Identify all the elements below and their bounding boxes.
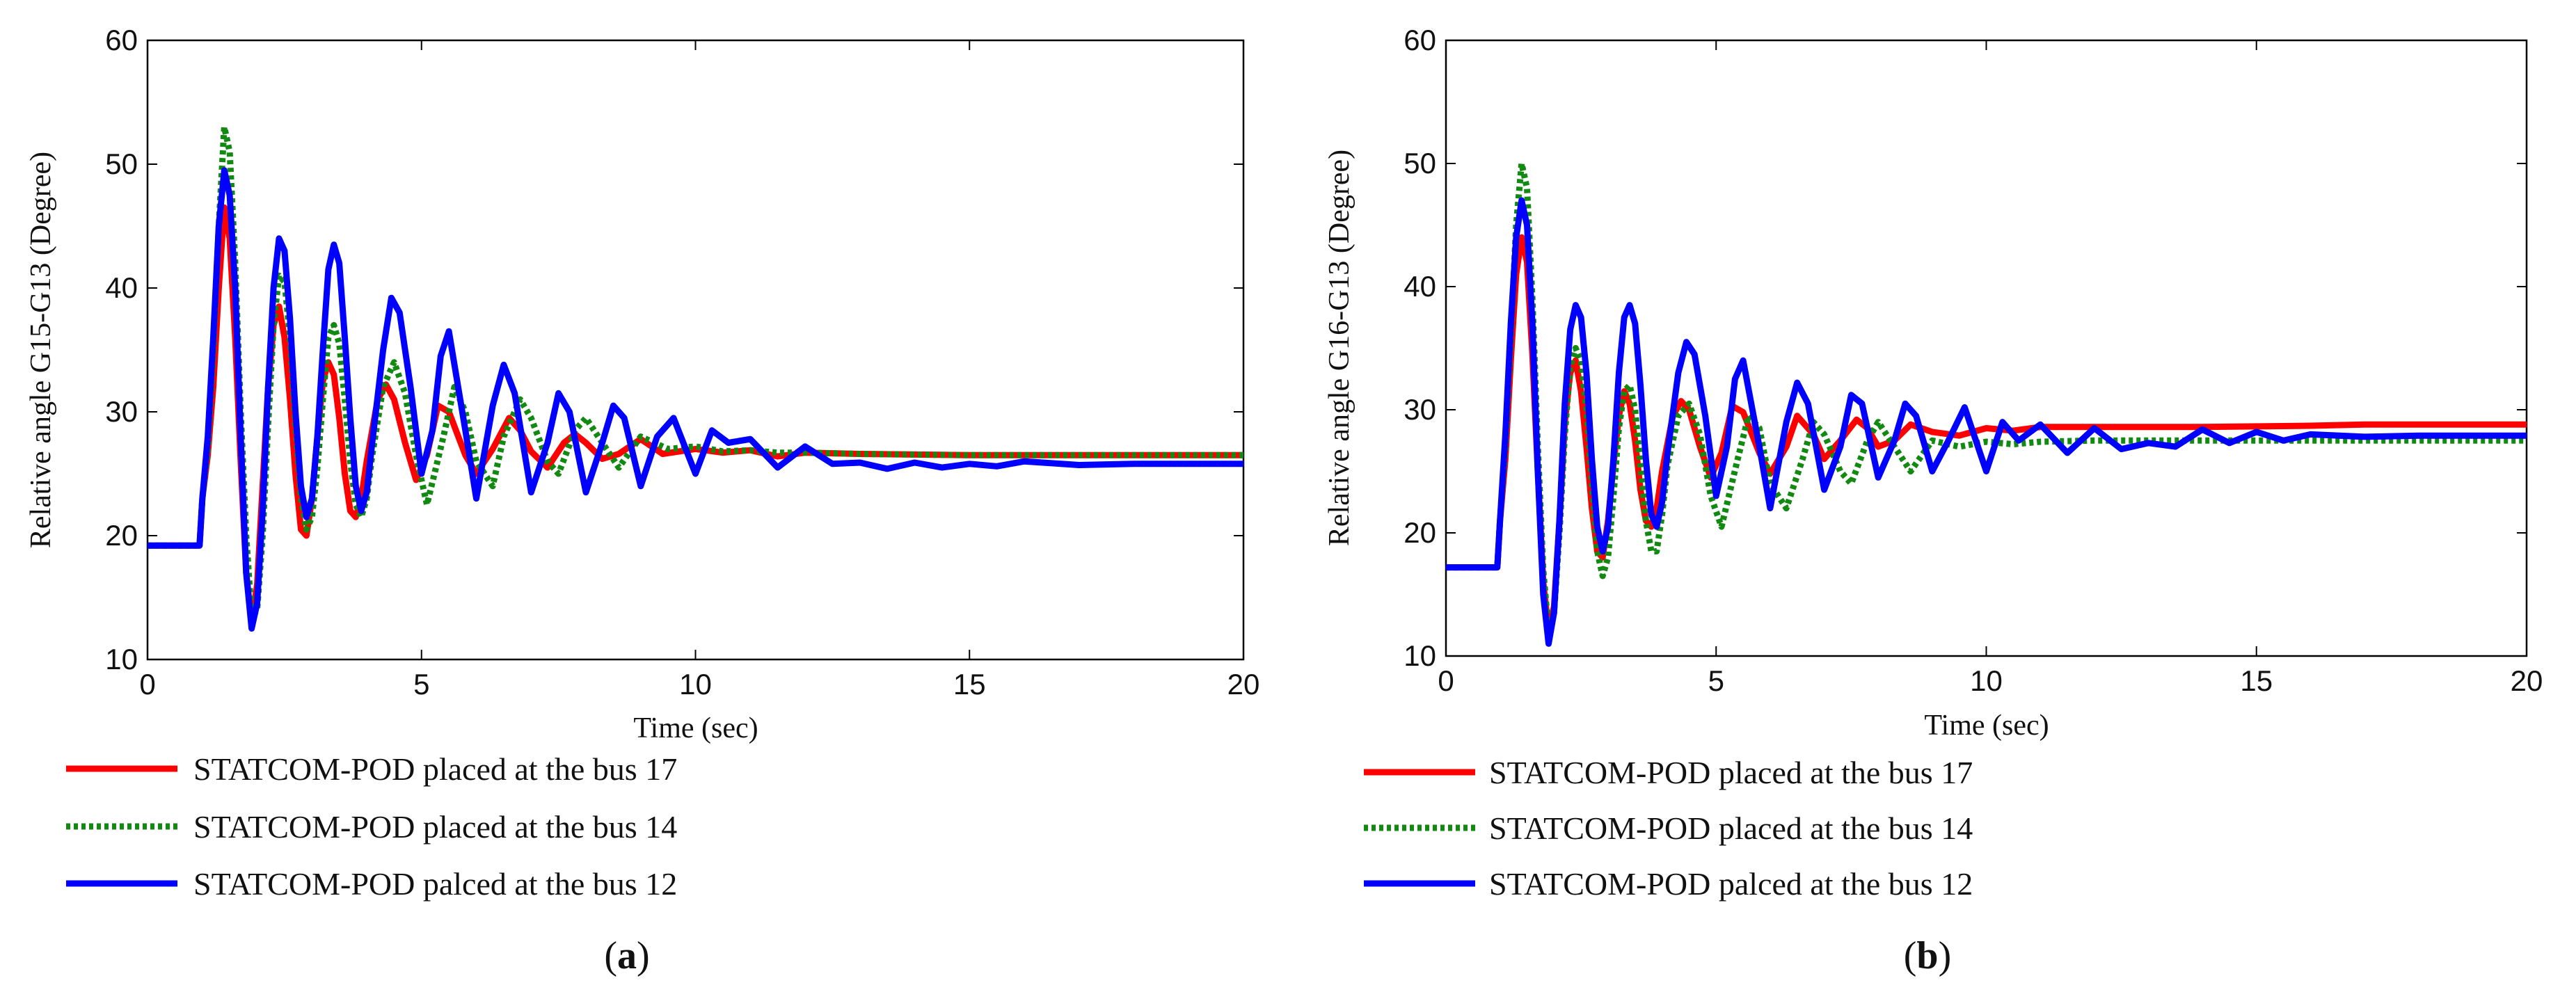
y-tick-label: 30 — [105, 395, 138, 428]
legend-a: STATCOM-POD placed at the bus 17 STATCOM… — [66, 751, 677, 902]
x-axis-label-a: Time (sec) — [633, 712, 758, 744]
series-line-b-2 — [1446, 197, 2527, 647]
y-tick-label: 50 — [1404, 147, 1436, 179]
x-tick-label: 0 — [1438, 664, 1454, 697]
y-tick-label: 20 — [1404, 516, 1436, 549]
y-axis-label-a: Relative angle G15-G13 (Degree) — [25, 152, 57, 548]
legend-label-b-2: STATCOM-POD palced at the bus 12 — [1489, 866, 1973, 902]
legend-label-a-0: STATCOM-POD placed at the bus 17 — [193, 751, 677, 787]
legend-label-a-1: STATCOM-POD placed at the bus 14 — [193, 809, 677, 845]
legend-label-b-1: STATCOM-POD placed at the bus 14 — [1489, 810, 1973, 846]
x-tick-label: 10 — [679, 668, 712, 701]
x-axis-label-b: Time (sec) — [1924, 710, 2049, 742]
y-tick-label: 60 — [105, 24, 138, 56]
y-tick-label: 10 — [105, 643, 138, 675]
y-ticks-b: 10 20 30 40 50 60 — [1404, 24, 2527, 672]
series-line-b-1 — [1446, 160, 2527, 635]
x-tick-label: 10 — [1970, 664, 2003, 697]
x-tick-label: 5 — [1708, 664, 1724, 697]
y-tick-label: 40 — [105, 271, 138, 304]
series-lines-a — [148, 124, 1243, 632]
panel-label-a: (a) — [604, 934, 649, 977]
chart-a: 10 20 30 40 50 60 0 5 10 15 20 Relative angle G15… — [25, 24, 1259, 977]
legend-label-a-2: STATCOM-POD palced at the bus 12 — [193, 866, 677, 902]
x-tick-label: 20 — [1227, 668, 1260, 701]
y-tick-label: 50 — [105, 147, 138, 180]
plot-area-b — [1445, 39, 2528, 657]
y-tick-label: 10 — [1404, 639, 1436, 672]
x-tick-label: 20 — [2511, 664, 2543, 697]
x-ticks-a: 0 5 10 15 20 — [139, 40, 1259, 701]
x-tick-label: 15 — [2240, 664, 2273, 697]
legend-label-b-0: STATCOM-POD placed at the bus 17 — [1489, 755, 1973, 790]
series-line-a-2 — [148, 167, 1243, 632]
y-tick-label: 60 — [1404, 24, 1436, 56]
y-tick-label: 20 — [105, 519, 138, 552]
x-tick-label: 5 — [413, 668, 429, 701]
x-tick-label: 0 — [139, 668, 155, 701]
series-lines-b — [1446, 160, 2527, 647]
x-ticks-b: 0 5 10 15 20 — [1438, 40, 2543, 697]
y-tick-label: 40 — [1404, 270, 1436, 303]
y-ticks-a: 10 20 30 40 50 60 — [105, 24, 1243, 675]
chart-b: 10 20 30 40 50 60 0 5 10 15 20 Relative angle G16… — [1323, 24, 2543, 977]
y-tick-label: 30 — [1404, 393, 1436, 426]
series-line-a-1 — [148, 124, 1243, 620]
panel-label-b: (b) — [1904, 934, 1951, 977]
legend-b: STATCOM-POD placed at the bus 17 STATCOM… — [1364, 755, 1973, 902]
plot-area-a — [146, 39, 1245, 661]
x-tick-label: 15 — [953, 668, 986, 701]
y-axis-label-b: Relative angle G16-G13 (Degree) — [1323, 150, 1355, 546]
